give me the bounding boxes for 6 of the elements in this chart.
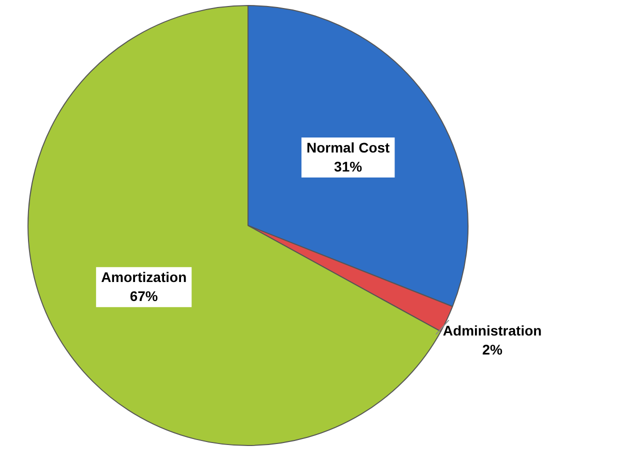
data-label: 2% (482, 341, 503, 358)
data-label: 67% (130, 288, 158, 304)
data-label: 31% (334, 158, 363, 174)
slice-label: Amortization (101, 268, 187, 285)
slice-label: Administration (442, 322, 542, 338)
slice-label: Normal Cost (306, 139, 390, 156)
